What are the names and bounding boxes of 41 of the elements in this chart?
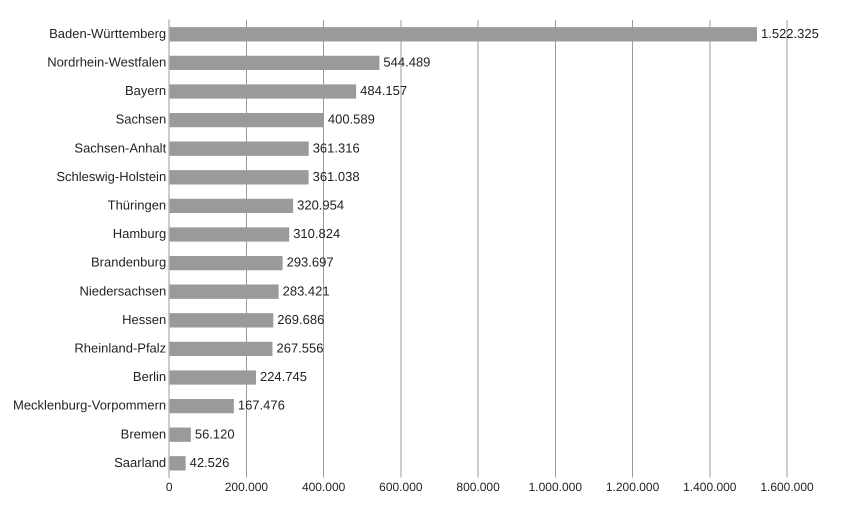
data-label: 400.589 (328, 112, 375, 127)
x-tick-label: 0 (166, 480, 173, 494)
data-label: 320.954 (297, 197, 344, 212)
data-label: 310.824 (293, 226, 340, 242)
y-tick-label: Bayern (124, 83, 166, 98)
data-label: 544.489 (383, 54, 430, 70)
data-label: 484.157 (360, 83, 408, 98)
x-tick-label: 1.000.000 (528, 480, 582, 494)
y-tick-label: Rheinland-Pfalz (74, 340, 166, 356)
data-label: 167.476 (238, 398, 285, 413)
data-label: 269.686 (277, 312, 324, 327)
x-tick-label: 600.000 (379, 480, 423, 494)
y-tick-label: Bremen (120, 426, 166, 442)
data-label: 1.522.325 (761, 26, 819, 41)
x-tick-label: 400.000 (302, 480, 346, 494)
y-tick-label: Brandenburg (91, 254, 166, 270)
y-tick-label: Thüringen (108, 197, 166, 212)
data-label: 361.038 (312, 168, 360, 184)
data-label: 56.120 (194, 426, 235, 442)
data-label: 224.745 (260, 369, 307, 384)
data-label: 42.526 (190, 454, 230, 470)
y-tick-label: Berlin (132, 369, 166, 384)
data-label: 283.421 (282, 283, 330, 298)
x-tick-label: 200.000 (224, 480, 268, 494)
y-tick-label: Niedersachsen (79, 283, 166, 298)
y-tick-label: Nordrhein-Westfalen (47, 54, 166, 70)
x-tick-label: 800.000 (456, 480, 500, 494)
data-label: 361.316 (312, 140, 360, 156)
y-tick-label: Saarland (114, 454, 166, 470)
data-label: 267.556 (276, 340, 324, 356)
y-tick-label: Mecklenburg-Vorpommern (12, 398, 166, 413)
x-tick-label: 1.200.000 (606, 480, 660, 494)
y-tick-label: Sachsen-Anhalt (74, 140, 167, 156)
y-tick-label: Baden-Württemberg (49, 26, 166, 41)
data-label: 293.697 (286, 254, 334, 270)
y-tick-label: Hessen (122, 312, 166, 327)
y-tick-label: Hamburg (112, 226, 166, 242)
x-tick-label: 1.400.000 (683, 480, 737, 494)
y-tick-label: Schleswig-Holstein (56, 168, 166, 184)
y-tick-label: Sachsen (116, 112, 166, 127)
x-tick-label: 1.600.000 (760, 480, 814, 494)
